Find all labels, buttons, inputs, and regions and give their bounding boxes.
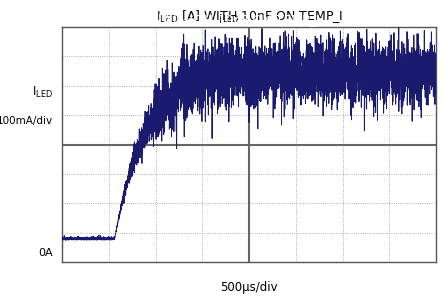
- Text: I​LED [A] WITH 10nF ON TEMP_I: I​LED [A] WITH 10nF ON TEMP_I: [126, 13, 319, 27]
- Title: $\mathregular{I_{LED}}$ [A] WITH 10nF ON TEMP_I: $\mathregular{I_{LED}}$ [A] WITH 10nF ON…: [156, 8, 343, 25]
- Text: 0A: 0A: [38, 248, 53, 258]
- Text: 100mA/div: 100mA/div: [0, 116, 53, 126]
- Text: I: I: [219, 13, 222, 27]
- Text: $\mathregular{I_{LED}}$: $\mathregular{I_{LED}}$: [32, 85, 53, 100]
- Text: LED: LED: [222, 15, 239, 24]
- Text: 500μs/div: 500μs/div: [220, 281, 278, 294]
